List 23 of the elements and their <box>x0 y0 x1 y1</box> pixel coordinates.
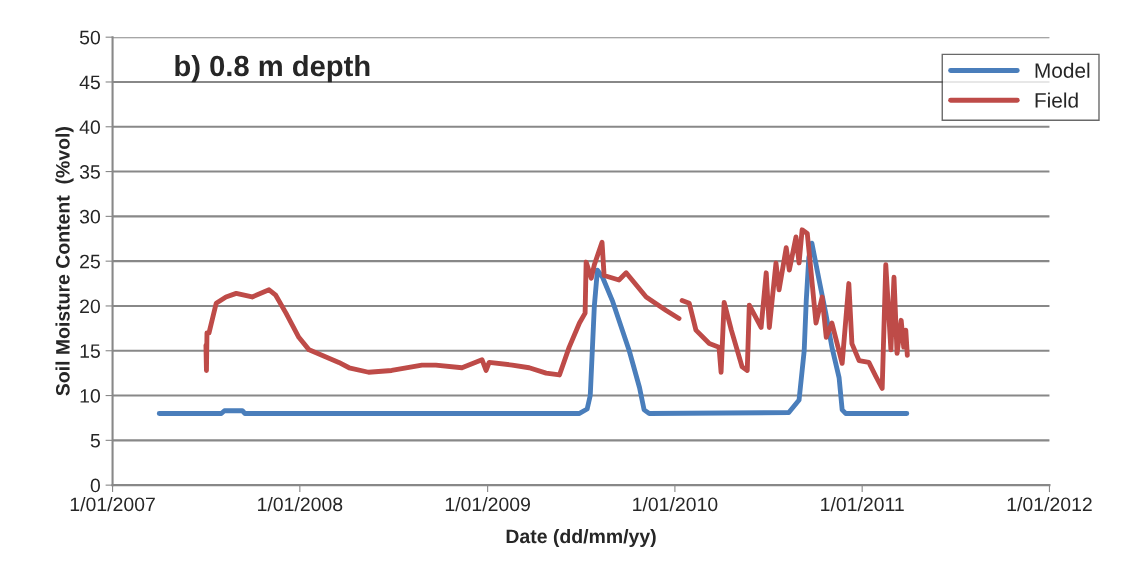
y-tick-label: 20 <box>80 299 100 314</box>
text: b) 0.8 m depth <box>175 54 370 83</box>
x-tick-label: 1/01/2011 <box>821 496 904 512</box>
legend-label: Model <box>1035 62 1090 78</box>
line-series <box>156 240 910 416</box>
y-tick-label: 0 <box>90 478 100 493</box>
y-tick-label: 5 <box>90 434 100 448</box>
y-tick-label: 45 <box>79 75 100 90</box>
y-tick-label: 40 <box>79 120 100 135</box>
x-axis-title: Date (dd/mm/yy) <box>506 528 656 548</box>
x-tick-label: 1/01/2010 <box>633 496 718 512</box>
y-tick-label: 35 <box>79 165 100 179</box>
y-axis-title: Soil Moisture Content (%vol) <box>55 127 74 396</box>
y-tick-label: 30 <box>79 209 100 224</box>
x-tick-label: 1/01/2008 <box>258 496 343 512</box>
legend-label: Field <box>1035 92 1078 108</box>
x-tick-label: 1/01/2009 <box>445 496 530 512</box>
y-tick-label: 15 <box>80 344 100 358</box>
x-tick-label: 1/01/2007 <box>70 496 155 512</box>
y-tick-label: 25 <box>80 254 100 269</box>
x-tick-label: 1/01/2012 <box>1007 496 1092 512</box>
y-tick-label: 10 <box>80 389 100 403</box>
y-tick-label: 50 <box>79 30 100 45</box>
